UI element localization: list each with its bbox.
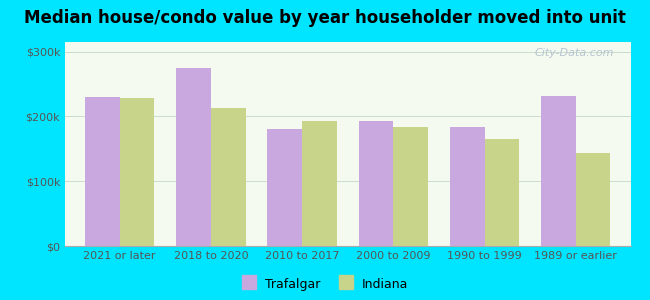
Bar [85,97,120,246]
Bar [211,108,246,246]
Bar [450,128,484,246]
Bar [576,153,610,246]
Bar [393,128,428,246]
Bar [120,98,155,246]
Bar [484,139,519,246]
Bar [268,129,302,246]
Legend: Trafalgar, Indiana: Trafalgar, Indiana [242,278,408,291]
Text: Median house/condo value by year householder moved into unit: Median house/condo value by year househo… [24,9,626,27]
Bar [541,96,576,246]
Bar [302,121,337,246]
Bar [176,68,211,246]
Bar [359,121,393,246]
Text: City-Data.com: City-Data.com [534,48,614,58]
